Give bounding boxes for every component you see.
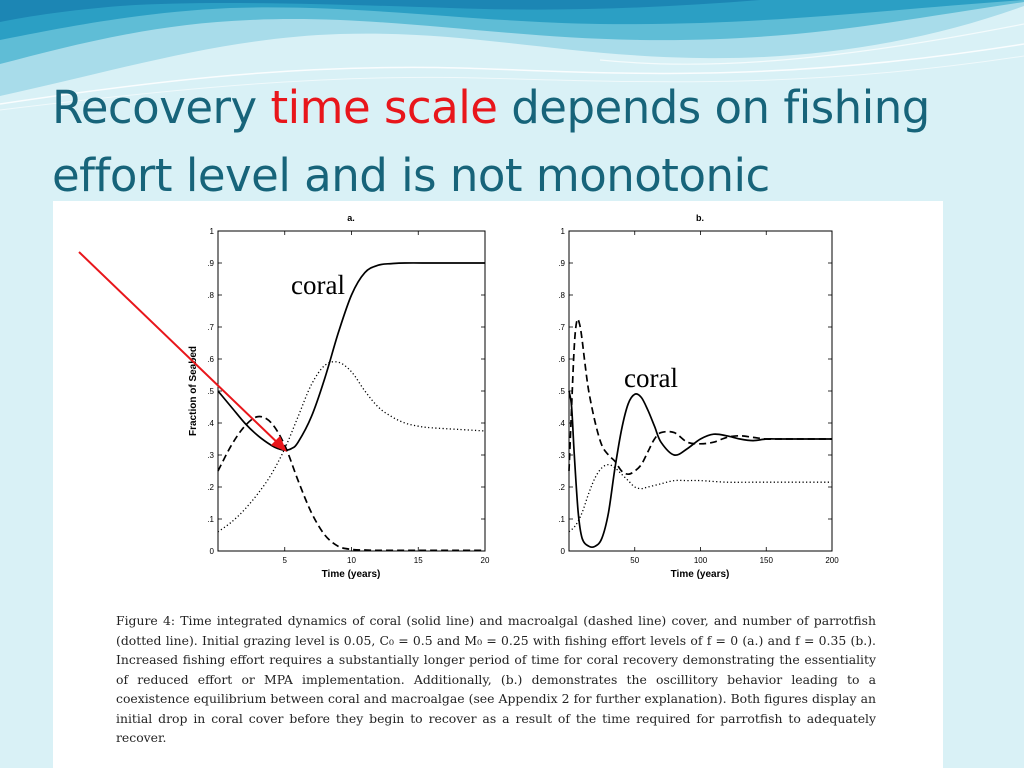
chart-a-ytick-label: .4 xyxy=(207,419,214,428)
chart-b-ytick-label: .7 xyxy=(558,323,565,332)
chart-b-title: b. xyxy=(696,213,704,223)
figure-caption: Figure 4: Time integrated dynamics of co… xyxy=(116,613,876,745)
chart-b-solid-line xyxy=(568,390,832,549)
chart-b-ytick-label: .3 xyxy=(558,451,565,460)
red-arrow-head xyxy=(271,436,287,452)
chart-a-ytick-label: .7 xyxy=(207,323,214,332)
chart-b-xtick-label: 100 xyxy=(694,556,708,565)
chart-b-ytick-label: .2 xyxy=(558,483,565,492)
charts-svg: a. 0.1.2.3.4.5.6.7.8.915 10 15 20 Time (yea… xyxy=(78,213,839,580)
chart-b-ytick-label: .6 xyxy=(558,355,565,364)
chart-b-xlabel: Time (years) xyxy=(671,569,730,580)
chart-a-ytick-label: 1 xyxy=(210,227,215,236)
chart-b-ytick-label: 0 xyxy=(561,547,566,556)
chart-a-title: a. xyxy=(347,213,355,223)
chart-a-xtick-label: 15 xyxy=(414,556,423,565)
chart-a-ytick-label: .2 xyxy=(207,483,214,492)
chart-b-xtick-label: 50 xyxy=(630,556,639,565)
chart-a-ytick-label: 0 xyxy=(210,547,215,556)
chart-a-frame xyxy=(217,230,486,552)
chart-b-annotation: coral xyxy=(624,363,678,393)
chart-b-xtick-label: 200 xyxy=(825,556,839,565)
chart-b-ytick-label: .8 xyxy=(558,291,565,300)
chart-b-xtick-label: 150 xyxy=(760,556,774,565)
chart-a-ytick-label: .6 xyxy=(207,355,214,364)
chart-b-ytick-label: .4 xyxy=(558,419,565,428)
chart-b-lines xyxy=(568,318,832,549)
red-arrow-line xyxy=(78,251,284,449)
chart-b-ytick-label: 1 xyxy=(561,227,566,236)
chart-a-ylabel: Fraction of Seabed xyxy=(188,346,199,436)
figure-panel: a. 0.1.2.3.4.5.6.7.8.9 1 5 10 15 20 Time (yea… xyxy=(53,201,943,768)
chart-a-xtick-label: 10 xyxy=(347,556,356,565)
chart-a-xlabel: Time (years) xyxy=(322,569,381,580)
chart-b-frame xyxy=(568,230,833,552)
chart-b-ytick-label: .5 xyxy=(558,387,565,396)
chart-a-dotted-line xyxy=(217,361,486,533)
red-arrow xyxy=(78,251,287,452)
chart-a-dashed-line xyxy=(217,415,485,552)
title-highlight: time scale xyxy=(270,81,498,134)
chart-a-ytick-label: .3 xyxy=(207,451,214,460)
chart-a-lines xyxy=(217,262,486,552)
chart-a-ytick-label: .8 xyxy=(207,291,214,300)
chart-b-ytick-label: .1 xyxy=(558,515,565,524)
chart-a: a. 0.1.2.3.4.5.6.7.8.915 10 15 20 Time (yea… xyxy=(188,213,490,580)
chart-a-xtick-label: 20 xyxy=(481,556,490,565)
decorative-wave-header xyxy=(0,0,1024,111)
chart-a-solid-line xyxy=(217,262,485,452)
chart-a-ytick-label: .9 xyxy=(207,259,214,268)
chart-a-ytick-label: .1 xyxy=(207,515,214,524)
title-part-2: depends on fishing effort level and is n… xyxy=(52,81,930,202)
title-part-1: Recovery xyxy=(52,81,271,134)
slide-title: Recovery time scale depends on fishing e… xyxy=(52,74,992,210)
chart-a-annotation: coral xyxy=(291,270,345,300)
chart-a-ticks: 0.1.2.3.4.5.6.7.8.915 10 15 20 xyxy=(207,227,490,565)
chart-a-xtick-label: 5 xyxy=(283,556,288,565)
chart-a-ytick-label: .5 xyxy=(207,387,214,396)
chart-b-ytick-label: .9 xyxy=(558,259,565,268)
